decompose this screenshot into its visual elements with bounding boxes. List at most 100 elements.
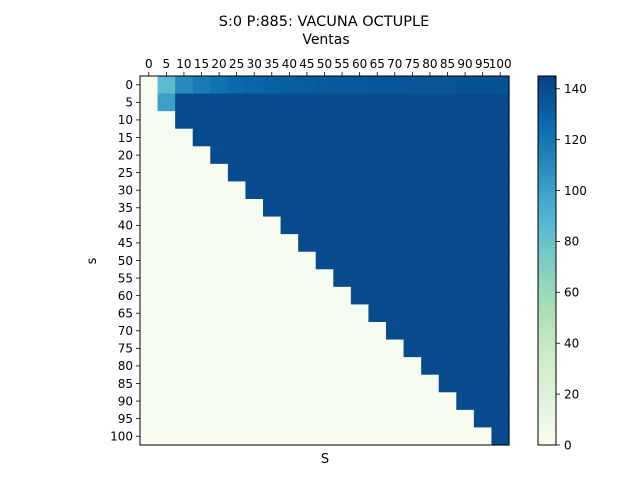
heatmap-cell [350, 269, 370, 288]
heatmap-cell [175, 339, 194, 358]
heatmap-cell [368, 93, 387, 112]
heatmap-cell [456, 339, 475, 358]
heatmap-cell [245, 269, 264, 288]
heatmap-cell [192, 427, 211, 446]
y-tick-label: 10 [118, 113, 133, 127]
heatmap-cell [157, 427, 176, 446]
heatmap-cell [227, 76, 247, 95]
heatmap-cell [315, 216, 334, 235]
heatmap-cell [438, 181, 457, 200]
heatmap-cell [473, 181, 493, 200]
heatmap-cell [298, 146, 317, 165]
heatmap-cell [245, 374, 264, 393]
heatmap-cell [263, 374, 282, 393]
heatmap-cell [386, 251, 405, 270]
heatmap-cell [175, 111, 194, 130]
heatmap-cell [403, 146, 422, 165]
heatmap-cell [386, 93, 405, 112]
heatmap-cell [403, 199, 422, 218]
heatmap-cell [210, 93, 229, 112]
heatmap-cell [263, 392, 282, 411]
heatmap-cell [456, 234, 475, 253]
heatmap-cell [421, 374, 440, 393]
heatmap-cell [298, 76, 317, 95]
heatmap-cell [245, 409, 264, 429]
heatmap-cell [473, 216, 493, 235]
y-tick-label: 70 [118, 324, 133, 338]
heatmap-cell [157, 392, 176, 411]
heatmap-cell [491, 269, 510, 288]
heatmap-cell [473, 93, 493, 112]
y-tick-label: 5 [125, 96, 133, 110]
heatmap-cell [368, 128, 387, 147]
heatmap-cell [491, 199, 510, 218]
heatmap-cell [157, 93, 176, 112]
heatmap-cell [192, 128, 211, 147]
heatmap-cell [438, 111, 457, 130]
heatmap-cell [403, 234, 422, 253]
heatmap-cell [386, 339, 405, 358]
heatmap-cell [350, 304, 370, 323]
colorbar-tick-label: 100 [564, 184, 587, 198]
heatmap-cell [298, 269, 317, 288]
heatmap-cell [438, 269, 457, 288]
heatmap-cell [280, 199, 299, 218]
heatmap-cell [438, 304, 457, 323]
heatmap-cell [368, 339, 387, 358]
heatmap-cell [333, 128, 352, 147]
heatmap-cell [491, 286, 510, 306]
heatmap-cell [298, 322, 317, 341]
heatmap-cell [210, 128, 229, 147]
heatmap-cell [140, 427, 159, 446]
heatmap-cell [438, 93, 457, 112]
heatmap-cell [421, 216, 440, 235]
heatmap-cell [227, 322, 247, 341]
heatmap-cell [350, 216, 370, 235]
heatmap-cell [140, 304, 159, 323]
heatmap-cell [210, 76, 229, 95]
heatmap-cell [368, 216, 387, 235]
heatmap-cell [298, 93, 317, 112]
heatmap-cell [227, 181, 247, 200]
heatmap-cell [210, 251, 229, 270]
heatmap-cell [245, 199, 264, 218]
heatmap-cell [333, 339, 352, 358]
heatmap-cell [263, 128, 282, 147]
heatmap-cell [175, 216, 194, 235]
heatmap-cell [210, 163, 229, 183]
heatmap-cell [227, 234, 247, 253]
heatmap-cell [192, 322, 211, 341]
y-tick-label: 90 [118, 394, 133, 408]
heatmap-cell [403, 392, 422, 411]
heatmap-cell [245, 357, 264, 376]
heatmap-cell [456, 111, 475, 130]
heatmap-cell [280, 163, 299, 183]
heatmap-cell [140, 251, 159, 270]
heatmap-cell [298, 304, 317, 323]
y-tick-label: 55 [118, 271, 133, 285]
x-tick-label: 40 [282, 57, 297, 71]
heatmap-cell [403, 111, 422, 130]
heatmap-cell [473, 111, 493, 130]
heatmap-cell [386, 322, 405, 341]
heatmap-cell [368, 304, 387, 323]
x-tick-label: 65 [370, 57, 385, 71]
heatmap-cell [298, 234, 317, 253]
heatmap-cell [403, 216, 422, 235]
y-tick-label: 60 [118, 289, 133, 303]
heatmap-cell [263, 322, 282, 341]
chart-subtitle: Ventas [302, 32, 349, 48]
heatmap-cell [350, 427, 370, 446]
x-tick-label: 75 [405, 57, 420, 71]
heatmap-cell [456, 409, 475, 429]
heatmap-cell [280, 304, 299, 323]
heatmap-cell [386, 128, 405, 147]
heatmap-cell [157, 216, 176, 235]
heatmap-cell [333, 181, 352, 200]
heatmap-cell [298, 286, 317, 306]
heatmap-cell [315, 234, 334, 253]
heatmap-cell [210, 234, 229, 253]
y-tick-label: 95 [118, 412, 133, 426]
heatmap-cell [403, 93, 422, 112]
heatmap-cell [421, 93, 440, 112]
